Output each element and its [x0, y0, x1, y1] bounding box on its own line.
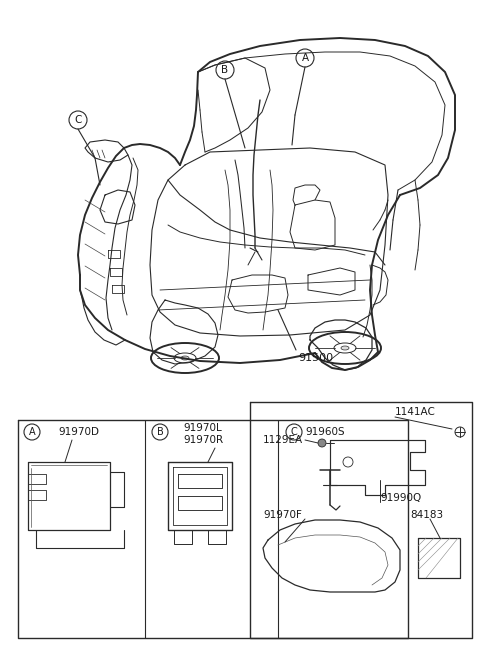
Text: C: C	[74, 115, 82, 125]
Text: B: B	[221, 65, 228, 75]
Text: C: C	[290, 427, 298, 437]
Text: 91970L: 91970L	[183, 423, 222, 433]
Text: 91970D: 91970D	[58, 427, 99, 437]
Ellipse shape	[181, 356, 189, 360]
Ellipse shape	[341, 346, 349, 350]
Text: 1129EA: 1129EA	[263, 435, 303, 445]
Ellipse shape	[334, 343, 356, 353]
Text: 1141AC: 1141AC	[395, 407, 436, 417]
Text: A: A	[301, 53, 309, 63]
Text: 91500: 91500	[298, 353, 333, 363]
Text: 84183: 84183	[410, 510, 443, 520]
Ellipse shape	[174, 353, 196, 363]
Text: 91960S: 91960S	[305, 427, 345, 437]
Text: 91970R: 91970R	[183, 435, 223, 445]
Text: 91970F: 91970F	[263, 510, 302, 520]
Text: 91990Q: 91990Q	[380, 493, 421, 503]
Text: A: A	[29, 427, 36, 437]
Text: B: B	[156, 427, 163, 437]
Circle shape	[318, 439, 326, 447]
